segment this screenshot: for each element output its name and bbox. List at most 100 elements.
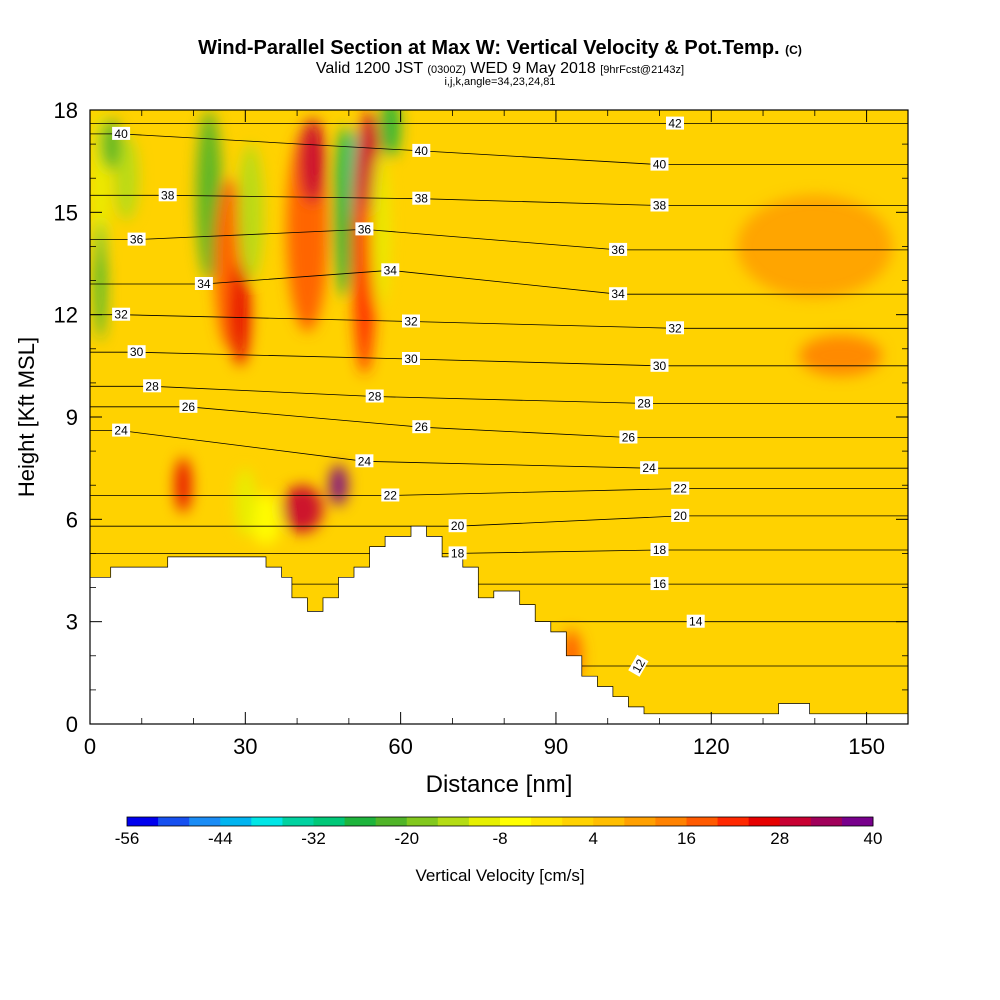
subtitle-forecast: [9hrFcst@2143z] [600, 64, 685, 76]
colorbar: -56 -44 -32 -20 -8 4 16 28 40 Vertical Velocity [… [115, 816, 883, 885]
contour-label-text: 38 [653, 199, 667, 213]
contour-label: 34 [194, 277, 213, 291]
contour-label-text: 30 [404, 352, 418, 366]
contour-label-text: 24 [642, 461, 656, 475]
colorbar-swatch [468, 817, 501, 826]
contour-label-box [127, 232, 146, 246]
colorbar-tick-label: 40 [864, 829, 883, 848]
y-tick-label: 0 [66, 712, 78, 737]
contour-label: 36 [355, 222, 374, 236]
velocity-feature [95, 220, 106, 341]
contour-label-box [650, 543, 669, 556]
colorbar-swatch [406, 817, 439, 826]
x-tick-label: 150 [848, 734, 885, 759]
colorbar-tick-label: 4 [589, 829, 598, 848]
contour-label-box [127, 345, 146, 359]
contour-label: 18 [448, 546, 467, 560]
y-tick-label: 18 [54, 98, 78, 123]
contour-label-box [666, 116, 684, 130]
colorbar-swatch [779, 817, 812, 826]
velocity-feature [281, 485, 323, 533]
subtitle-date: WED 9 May 2018 [470, 60, 596, 77]
contour-label: 26 [179, 399, 198, 414]
velocity-feature [174, 457, 192, 513]
contour-label-text: 30 [653, 359, 667, 373]
colorbar-swatch [127, 817, 159, 826]
contour-label: 28 [365, 389, 384, 404]
contour-label: 24 [355, 454, 374, 468]
contour-label-text: 16 [653, 577, 667, 591]
contour-label-box [448, 546, 467, 560]
contour-label: 34 [609, 287, 628, 301]
contour-label-box [650, 358, 669, 372]
contour-label-text: 24 [358, 454, 372, 468]
contour-label-text: 40 [415, 144, 429, 158]
colorbar-swatch [686, 817, 719, 826]
contour-label-text: 30 [130, 345, 144, 359]
contour-label: 28 [143, 379, 162, 393]
contour-label: 20 [671, 508, 690, 523]
contour-label-text: 28 [368, 390, 382, 404]
contour-label-box [365, 389, 384, 403]
contour-label: 32 [666, 321, 684, 335]
contour-label-text: 32 [114, 308, 128, 322]
contour-label-box [402, 352, 420, 365]
colorbar-label: Vertical Velocity [cm/s] [415, 866, 584, 885]
contour-label-text: 38 [415, 192, 429, 206]
subtitle-utc: (0300Z) [427, 64, 466, 76]
colorbar-swatch [655, 817, 687, 826]
isentrope-line [90, 488, 908, 496]
contour-label: 30 [650, 358, 669, 373]
contour-label-box [619, 430, 638, 444]
contour-label-text: 24 [114, 424, 128, 438]
velocity-blobs [92, 110, 893, 682]
contour-label-box [609, 287, 628, 301]
colorbar-swatch [810, 817, 843, 826]
contour-label: 16 [650, 577, 669, 591]
velocity-feature [737, 195, 893, 298]
y-tick-label: 9 [66, 405, 78, 430]
colorbar-swatch [189, 817, 221, 826]
contour-label-box [355, 222, 374, 236]
colorbar-swatch [717, 817, 750, 826]
contour-label: 36 [609, 242, 628, 257]
contour-label: 24 [640, 461, 659, 475]
velocity-feature [229, 263, 251, 366]
contour-label: 36 [127, 232, 146, 247]
contour-label: 14 [686, 614, 705, 629]
contour-label-text: 36 [130, 233, 144, 247]
velocity-feature [250, 493, 282, 545]
contour-label-box [609, 242, 628, 256]
contour-label-text: 36 [358, 222, 372, 236]
colorbar-swatch [593, 817, 625, 826]
contour-label-box [179, 399, 198, 413]
contour-label-box [412, 420, 431, 434]
contour-label-box [112, 423, 131, 437]
contour-label-text: 20 [451, 519, 465, 533]
contour-label-box [194, 277, 213, 290]
colorbar-tick-label: -56 [115, 829, 140, 848]
colorbar-swatch [282, 817, 314, 826]
x-tick-label: 90 [544, 734, 568, 759]
contour-label-text: 26 [622, 431, 636, 445]
contour-label-text: 40 [114, 127, 128, 141]
contour-label: 22 [381, 488, 400, 503]
colorbar-swatch [624, 817, 656, 826]
title-unit: (C) [785, 43, 802, 57]
velocity-feature [299, 118, 326, 204]
colorbar-tick-label: 28 [770, 829, 789, 848]
contour-label: 32 [112, 307, 131, 322]
indices-note: i,j,k,angle=34,23,24,81 [444, 76, 556, 88]
contour-label: 30 [127, 345, 146, 359]
contour-label-box [650, 157, 669, 171]
contour-label-text: 28 [145, 379, 159, 393]
contour-label-text: 34 [197, 277, 211, 291]
velocity-feature [234, 468, 256, 537]
contour-label-box [402, 314, 420, 328]
contour-label: 12 [628, 654, 649, 677]
contour-label: 24 [112, 423, 131, 438]
contour-label: 38 [412, 191, 431, 206]
chart-title: Wind-Parallel Section at Max W: Vertical… [0, 37, 1000, 60]
